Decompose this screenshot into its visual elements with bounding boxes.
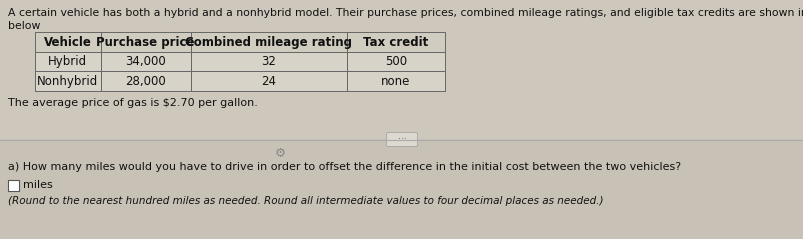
Bar [190,52,346,71]
Text: Nonhybrid: Nonhybrid [37,75,98,87]
Bar [0,139,803,239]
Bar [35,71,100,91]
Text: 500: 500 [385,55,406,68]
Bar [100,52,190,71]
Text: 28,000: 28,000 [125,75,166,87]
Bar [346,71,444,91]
Bar [190,32,346,52]
Bar [35,32,100,52]
FancyBboxPatch shape [386,132,417,147]
Text: A certain vehicle has both a hybrid and a nonhybrid model. Their purchase prices: A certain vehicle has both a hybrid and … [8,8,803,18]
Text: Hybrid: Hybrid [48,55,88,68]
Bar [346,32,444,52]
Text: Vehicle: Vehicle [44,36,92,49]
Text: none: none [381,75,410,87]
Bar [8,180,19,191]
Text: a) How many miles would you have to drive in order to offset the difference in t: a) How many miles would you have to driv… [8,162,680,172]
Bar [35,52,100,71]
Bar [0,0,803,139]
Text: ···: ··· [397,135,406,144]
Text: 32: 32 [261,55,275,68]
Bar [190,71,346,91]
Bar [100,32,190,52]
Text: below: below [8,21,40,31]
Text: 24: 24 [261,75,276,87]
Text: ⚙: ⚙ [274,147,285,159]
Bar [346,52,444,71]
Text: The average price of gas is $2.70 per gallon.: The average price of gas is $2.70 per ga… [8,98,258,108]
Bar [100,71,190,91]
Text: (Round to the nearest hundred miles as needed. Round all intermediate values to : (Round to the nearest hundred miles as n… [8,196,603,206]
Text: Tax credit: Tax credit [363,36,428,49]
Text: 34,000: 34,000 [125,55,166,68]
Text: miles: miles [23,180,53,190]
Text: Combined mileage rating: Combined mileage rating [185,36,352,49]
Text: Purchase price: Purchase price [96,36,194,49]
